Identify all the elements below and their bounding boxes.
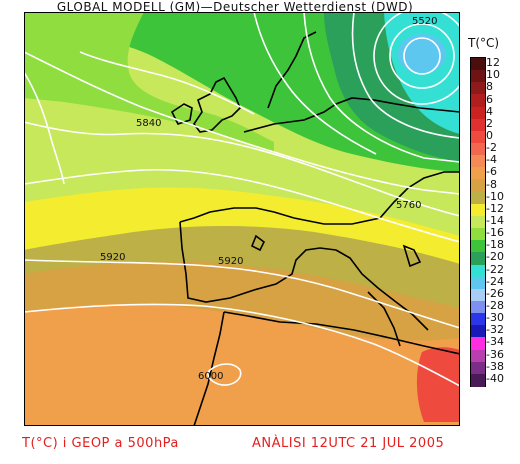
- legend-label: 10: [486, 68, 500, 82]
- legend-swatch: [471, 325, 485, 339]
- contour-label: 5840: [136, 118, 161, 129]
- legend-swatch: [471, 240, 485, 254]
- legend-swatch: [471, 143, 485, 157]
- legend-swatch: [471, 349, 485, 363]
- legend-label: -12: [486, 201, 504, 215]
- contour-labels: 5840 5760 5920 5920 6000 5520: [100, 16, 437, 382]
- legend-swatch: [471, 94, 485, 108]
- legend-swatch: [471, 82, 485, 96]
- contour-label: 5920: [218, 256, 243, 267]
- legend-title: T(°C): [468, 36, 500, 50]
- legend-swatch: [471, 228, 485, 242]
- map-frame: [24, 12, 460, 426]
- legend-label: 4: [486, 104, 493, 118]
- legend-label: 0: [486, 128, 493, 142]
- legend-label: -2: [486, 141, 497, 155]
- legend-swatch: [471, 288, 485, 302]
- legend-color-bar: [470, 57, 486, 387]
- legend-swatch: [471, 203, 485, 217]
- map-title: GLOBAL MODELL (GM)—Deutscher Wetterdiens…: [56, 0, 414, 14]
- legend-swatch: [471, 276, 485, 290]
- legend-swatch: [471, 215, 485, 229]
- legend-swatch: [471, 300, 485, 314]
- legend-label: -10: [486, 189, 504, 203]
- temperature-map: 5840 5760 5920 5920 6000 5520: [24, 12, 460, 426]
- legend-swatch: [471, 118, 485, 132]
- legend-swatch: [471, 337, 485, 351]
- legend-swatch: [471, 155, 485, 169]
- legend-label: -8: [486, 177, 497, 191]
- legend-label: -38: [486, 359, 504, 373]
- legend-swatch: [471, 361, 485, 375]
- legend-label: -40: [486, 371, 504, 385]
- legend-label: 12: [486, 56, 500, 70]
- legend-swatch: [471, 264, 485, 278]
- legend-label: -4: [486, 153, 497, 167]
- band-red-east: [416, 347, 460, 422]
- legend-swatch: [471, 373, 485, 387]
- contour-label: 5920: [100, 252, 125, 263]
- legend-label: -30: [486, 311, 504, 325]
- legend-label: -34: [486, 335, 504, 349]
- legend-swatch: [471, 167, 485, 181]
- legend-label: -24: [486, 274, 504, 288]
- contour-label: 5520: [412, 16, 437, 27]
- band-cyan-core: [398, 34, 446, 74]
- legend-swatch: [471, 179, 485, 193]
- contour-label: 6000: [198, 371, 223, 382]
- legend-swatch: [471, 58, 485, 71]
- legend-label: -18: [486, 238, 504, 252]
- footer-date-label: ANÀLISI 12UTC 21 JUL 2005: [252, 436, 445, 451]
- band-orange-south: [24, 304, 460, 426]
- legend-label: -26: [486, 286, 504, 300]
- legend-label: -6: [486, 165, 497, 179]
- legend-label: -14: [486, 214, 504, 227]
- legend-label: 6: [486, 92, 493, 106]
- band-yellow-belt: [24, 187, 460, 264]
- geopotential-contours: [24, 12, 460, 387]
- legend-swatch: [471, 70, 485, 84]
- legend-swatch: [471, 106, 485, 120]
- footer-variable-label: T(°C) i GEOP a 500hPa: [22, 436, 179, 451]
- legend-label: -32: [486, 323, 504, 337]
- contour-label: 5760: [396, 200, 421, 211]
- legend-swatch: [471, 191, 485, 205]
- legend-label: -36: [486, 347, 504, 361]
- legend-label: -20: [486, 250, 504, 264]
- legend-label: 8: [486, 80, 493, 94]
- legend-label: -16: [486, 226, 504, 240]
- band-green-mid: [24, 12, 274, 152]
- coastlines: [170, 31, 460, 426]
- legend-swatch: [471, 252, 485, 266]
- legend-swatch: [471, 130, 485, 144]
- legend-label: -22: [486, 262, 504, 276]
- legend-swatch: [471, 313, 485, 327]
- legend-label: 2: [486, 116, 493, 130]
- legend-label: -28: [486, 299, 504, 313]
